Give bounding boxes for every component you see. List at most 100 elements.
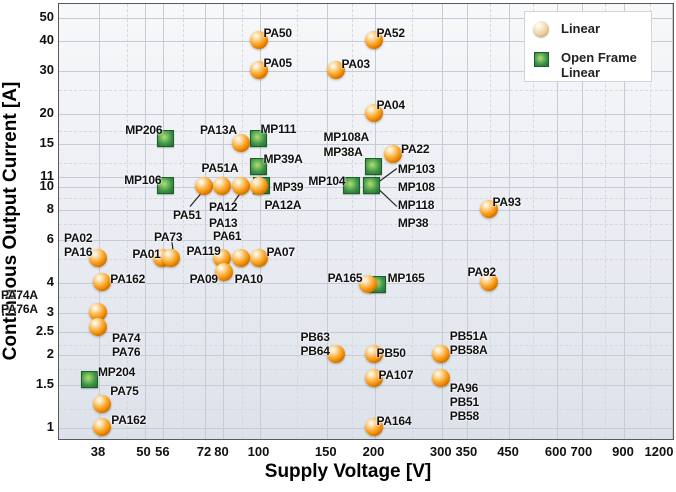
data-point-square (250, 157, 268, 175)
point-label: PA61 (213, 229, 242, 244)
data-point-sphere (364, 345, 383, 364)
gridline-x-minor (604, 4, 606, 439)
point-label: PA07 (266, 245, 296, 260)
gridline-x (259, 4, 261, 439)
point-label: PA76A (1, 301, 38, 316)
gridline-x-minor (242, 4, 244, 439)
point-label: PA76 (112, 344, 141, 359)
gridline-y-minor (59, 296, 673, 298)
point-label: MP118 (397, 197, 435, 212)
data-point-square (156, 177, 174, 194)
point-label: PA119 (186, 244, 221, 259)
point-label: MP108 (397, 179, 435, 194)
gridline-y (59, 71, 673, 73)
data-point-sphere (232, 133, 251, 152)
data-point-sphere (232, 176, 251, 195)
point-label: PA162 (111, 413, 147, 427)
data-point-sphere (479, 199, 498, 218)
gridline-x (509, 4, 511, 439)
point-label: PA22 (401, 142, 430, 157)
y-tick-label: 10 (39, 177, 54, 193)
point-label: MP39 (272, 179, 304, 194)
point-label: PB58 (449, 408, 479, 423)
point-label: PA04 (376, 97, 406, 112)
legend: Linear Open Frame Linear (524, 11, 652, 82)
y-tick-label: 2 (46, 346, 54, 362)
point-label: PA03 (341, 57, 370, 72)
gridline-x (671, 4, 673, 439)
point-label: PA165 (327, 271, 363, 286)
data-point-sphere (364, 31, 383, 50)
x-tick-label: 50 (136, 444, 151, 459)
point-label: PA13A (200, 122, 237, 137)
gridline-y (59, 312, 673, 314)
x-tick-label: 450 (497, 444, 519, 459)
data-point-sphere (364, 103, 383, 122)
point-label: PB50 (376, 346, 406, 361)
data-point-sphere (195, 176, 214, 195)
gridline-y (59, 331, 673, 333)
data-point-square (363, 177, 381, 194)
point-label: PA13 (209, 215, 238, 230)
gridline-x (556, 4, 558, 439)
x-tick-label: 80 (214, 444, 229, 459)
x-tick-label: 72 (196, 444, 212, 459)
gridline-x-minor (182, 4, 184, 439)
point-label: PA12 (209, 199, 238, 214)
x-tick-label: 38 (90, 444, 106, 459)
point-label: PA162 (110, 271, 146, 286)
data-point-sphere (93, 418, 112, 436)
data-point-sphere (249, 61, 268, 80)
gridline-y (59, 209, 673, 211)
y-tick-label: 50 (39, 8, 54, 24)
point-label: PA05 (263, 56, 293, 71)
x-tick-label: 56 (155, 444, 170, 459)
x-tick-label: 700 (570, 444, 593, 459)
data-point-sphere (89, 317, 107, 336)
point-label: PA02 (64, 231, 93, 246)
point-label: MP108A (323, 130, 370, 145)
point-label: MP204 (98, 365, 136, 380)
gridline-y (59, 385, 673, 387)
x-tick-label: 350 (455, 444, 478, 459)
data-point-square (156, 130, 174, 148)
gridline-x-minor (296, 4, 298, 439)
point-label: PB51A (449, 329, 488, 344)
point-label: MP38 (397, 215, 429, 230)
point-label: PA51 (173, 207, 202, 222)
gridline-x (326, 4, 328, 439)
y-tick-label: 1.5 (35, 376, 54, 392)
point-label: PA52 (376, 26, 406, 41)
point-label: PA75 (110, 383, 139, 398)
data-point-sphere (249, 249, 268, 268)
y-tick-label: 30 (39, 62, 54, 78)
data-point-sphere (384, 145, 403, 164)
x-tick-label: 900 (612, 444, 634, 459)
y-tick-label: 3 (46, 303, 54, 319)
point-label: PA09 (189, 271, 219, 286)
point-label: MP38A (323, 145, 363, 160)
data-point-sphere (93, 272, 112, 291)
y-tick-label: 1 (46, 419, 54, 434)
gridline-x (467, 4, 469, 439)
legend-open-frame-marker-icon (534, 52, 549, 67)
data-point-sphere (479, 272, 498, 291)
gridline-x (99, 4, 100, 439)
point-label: MP103 (397, 161, 435, 176)
gridline-y-minor (59, 345, 673, 347)
x-tick-label: 1200 (644, 444, 674, 459)
data-point-sphere (89, 249, 107, 268)
gridline-x (205, 4, 207, 439)
data-point-sphere (212, 176, 231, 195)
data-point-sphere (327, 61, 346, 80)
data-point-sphere (214, 262, 233, 281)
point-label: PA12A (264, 197, 302, 212)
gridline-x (582, 4, 584, 439)
point-label: PB58A (449, 343, 488, 358)
gridline-x (624, 4, 626, 439)
point-label: MP206 (125, 122, 163, 137)
point-label: MP111 (260, 121, 297, 136)
data-point-sphere (431, 368, 450, 387)
gridline-x-minor (127, 4, 129, 439)
point-label: MP39A (263, 152, 303, 167)
